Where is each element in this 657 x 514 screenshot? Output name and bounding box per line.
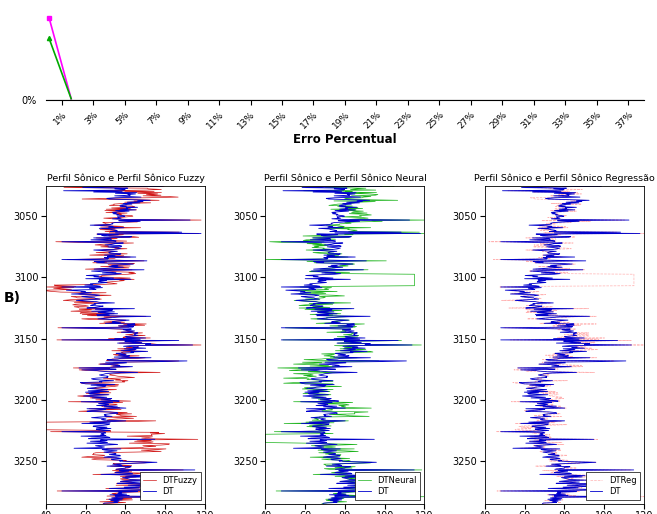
DTReg: [562, 182, 570, 189]
DTFuzzy: [104, 336, 112, 342]
DTNeural: [309, 372, 317, 378]
DTReg: [574, 336, 581, 342]
DT: [367, 355, 374, 361]
Legend: DTReg, DT: DTReg, DT: [586, 472, 640, 500]
DTFuzzy: [121, 334, 129, 340]
Line: DTFuzzy: DTFuzzy: [46, 186, 201, 504]
DT: [95, 443, 103, 449]
DT: [341, 334, 349, 340]
DT: [330, 336, 338, 342]
DT: [111, 493, 119, 499]
DT: [567, 182, 575, 189]
DTNeural: [338, 182, 346, 189]
DT: [128, 182, 136, 189]
DTNeural: [333, 334, 341, 340]
DT: [95, 372, 103, 378]
DTFuzzy: [99, 501, 107, 507]
DTReg: [540, 501, 548, 507]
DTNeural: [323, 443, 330, 449]
Legend: DTNeural, DT: DTNeural, DT: [355, 472, 420, 500]
DT: [534, 443, 542, 449]
DTFuzzy: [141, 355, 149, 361]
DTNeural: [353, 355, 361, 361]
DTFuzzy: [152, 443, 160, 449]
DT: [560, 334, 568, 340]
Line: DT: DT: [62, 186, 201, 504]
DTReg: [535, 372, 543, 378]
DTFuzzy: [135, 182, 143, 189]
DT: [539, 501, 547, 507]
Line: DTNeural: DTNeural: [265, 186, 424, 504]
Line: DT: DT: [501, 186, 640, 504]
Line: DT: DT: [281, 186, 420, 504]
Title: Perfil Sônico e Perfil Sônico Regressão: Perfil Sônico e Perfil Sônico Regressão: [474, 174, 655, 183]
Legend: DTFuzzy, DT: DTFuzzy, DT: [140, 472, 201, 500]
DTNeural: [332, 336, 340, 342]
DTReg: [560, 334, 568, 340]
Title: Perfil Sônico e Perfil Sônico Fuzzy: Perfil Sônico e Perfil Sônico Fuzzy: [47, 174, 204, 183]
DT: [550, 493, 558, 499]
DTReg: [593, 355, 600, 361]
DT: [147, 355, 155, 361]
DT: [122, 334, 129, 340]
DT: [315, 372, 323, 378]
Line: DTReg: DTReg: [489, 186, 644, 504]
X-axis label: Erro Percentual: Erro Percentual: [293, 133, 397, 146]
DT: [549, 336, 557, 342]
DT: [586, 355, 594, 361]
DT: [315, 443, 323, 449]
DTFuzzy: [106, 372, 114, 378]
DT: [330, 493, 338, 499]
DTNeural: [318, 501, 326, 507]
DT: [348, 182, 355, 189]
DTNeural: [337, 493, 345, 499]
DTFuzzy: [103, 493, 111, 499]
Title: Perfil Sônico e Perfil Sônico Neural: Perfil Sônico e Perfil Sônico Neural: [263, 174, 426, 183]
DT: [100, 501, 108, 507]
DT: [319, 501, 327, 507]
DT: [111, 336, 119, 342]
Text: B): B): [3, 291, 20, 305]
DTReg: [549, 493, 556, 499]
DT: [534, 372, 542, 378]
DTReg: [533, 443, 541, 449]
